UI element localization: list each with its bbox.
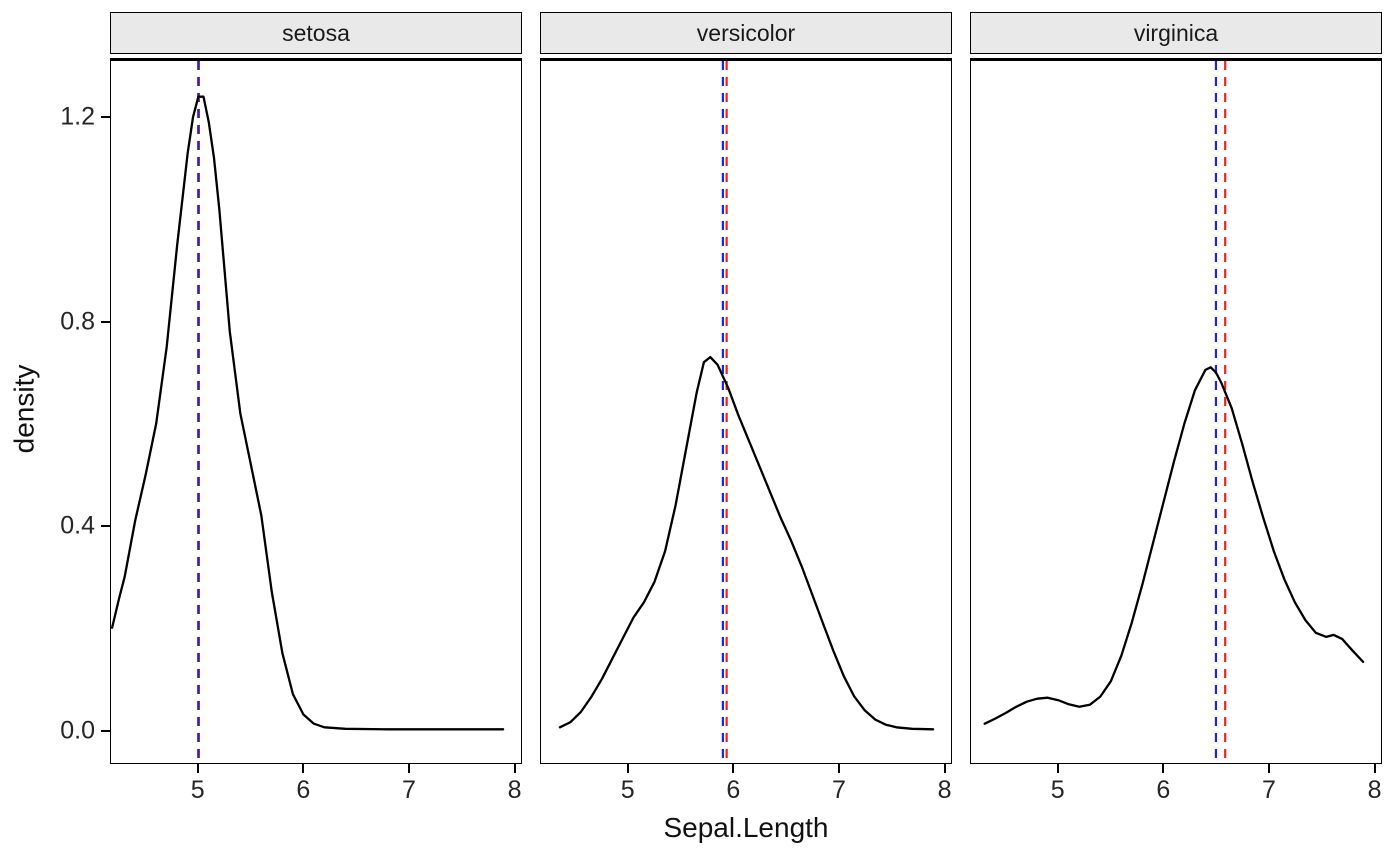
facet-x-axis: 5 6 7 8 xyxy=(970,764,1382,806)
density-curve xyxy=(558,355,935,731)
facet-setosa: setosa 5 6 7 8 xyxy=(110,12,522,806)
facet-strip-label: setosa xyxy=(282,19,350,46)
x-tick-label: 7 xyxy=(832,776,846,804)
x-tick-label: 8 xyxy=(507,776,522,804)
y-tick-mark xyxy=(101,729,110,732)
x-tick-mark xyxy=(626,764,629,773)
y-axis: 0.0 0.4 0.8 1.2 xyxy=(44,12,110,806)
facet-strip: setosa xyxy=(110,12,522,54)
x-axis-title-text: Sepal.Length xyxy=(663,812,829,843)
facet-row: setosa 5 6 7 8 versicolor 5 6 7 8 virginica 5 6 xyxy=(110,12,1382,806)
facet-x-axis: 5 6 7 8 xyxy=(540,764,952,806)
x-tick-mark xyxy=(1056,764,1059,773)
y-axis-ticks: 0.0 0.4 0.8 1.2 xyxy=(44,61,110,764)
x-axis-title: Sepal.Length xyxy=(110,806,1382,860)
facet-x-axis: 5 6 7 8 xyxy=(110,764,522,806)
x-tick-mark xyxy=(1373,764,1376,773)
y-tick-mark xyxy=(101,320,110,323)
facet-strip-label: virginica xyxy=(1133,19,1219,46)
density-plot-svg xyxy=(983,61,1365,763)
density-curve xyxy=(111,95,505,731)
x-tick-mark xyxy=(302,764,305,773)
facet-panel xyxy=(970,58,1382,764)
x-tick-mark xyxy=(732,764,735,773)
x-tick-mark xyxy=(407,764,410,773)
density-curve xyxy=(983,366,1365,725)
x-tick-label: 7 xyxy=(402,776,416,804)
x-tick-label: 8 xyxy=(937,776,952,804)
y-tick-label: 0.8 xyxy=(60,307,95,336)
x-tick-label: 7 xyxy=(1262,776,1276,804)
facet-versicolor: versicolor 5 6 7 8 xyxy=(540,12,952,806)
y-axis-title-text: density xyxy=(8,364,39,454)
x-tick-label: 5 xyxy=(1050,776,1065,804)
x-tick-mark xyxy=(1267,764,1270,773)
y-tick-label: 1.2 xyxy=(60,102,95,131)
density-plot-svg xyxy=(558,61,935,763)
x-tick-mark xyxy=(196,764,199,773)
x-tick-label: 8 xyxy=(1367,776,1382,804)
facet-strip-label: versicolor xyxy=(696,19,796,46)
x-tick-mark xyxy=(1162,764,1165,773)
density-plot-svg xyxy=(111,61,505,763)
y-tick-label: 0.4 xyxy=(60,511,95,540)
y-tick-mark xyxy=(101,525,110,528)
facet-panel xyxy=(540,58,952,764)
x-tick-mark xyxy=(943,764,946,773)
x-tick-mark xyxy=(513,764,516,773)
x-tick-label: 6 xyxy=(726,776,741,804)
x-tick-label: 6 xyxy=(1156,776,1171,804)
x-tick-label: 5 xyxy=(620,776,635,804)
x-tick-mark xyxy=(837,764,840,773)
x-tick-label: 6 xyxy=(296,776,311,804)
x-tick-label: 5 xyxy=(190,776,205,804)
y-tick-label: 0.0 xyxy=(60,716,95,745)
facet-virginica: virginica 5 6 7 8 xyxy=(970,12,1382,806)
facet-strip: virginica xyxy=(970,12,1382,54)
facet-panel xyxy=(110,58,522,764)
y-tick-mark xyxy=(101,116,110,119)
y-axis-title: density xyxy=(4,12,44,806)
facet-strip: versicolor xyxy=(540,12,952,54)
